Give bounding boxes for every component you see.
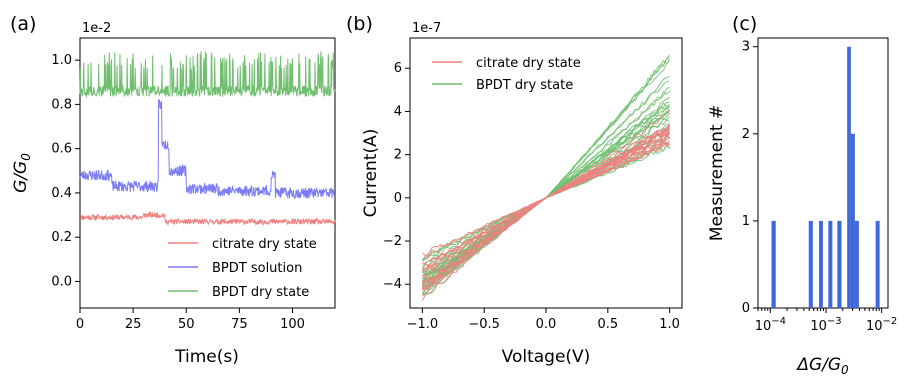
- bars-c: [771, 46, 880, 308]
- legend-a: citrate dry state BPDT solution BPDT dry s…: [168, 237, 317, 300]
- x-tick-label: 1.0: [659, 317, 680, 332]
- series-line-3: [79, 51, 336, 99]
- iv-curve-2: [422, 90, 670, 274]
- y-axis-label-b: Current(A): [361, 129, 381, 218]
- panel-label-a: (a): [10, 13, 36, 35]
- x-tick-label: 0: [76, 317, 84, 332]
- y-ticks-a: 0.0 0.2 0.4 0.6 0.8 1.0: [51, 53, 80, 289]
- panel-a: (a) 1e-2 0 25 50 75 100 0.0 0.2 0.4 0.6 0.8 1.0 T…: [10, 13, 336, 367]
- x-tick-label: 0.0: [536, 317, 557, 332]
- iv-curve-2: [422, 142, 670, 290]
- y-tick-label: 2: [742, 127, 750, 142]
- iv-curve-1: [422, 132, 670, 292]
- plot-frame-c: [757, 37, 889, 309]
- y-ticks-b: −4 −2 0 2 4 6: [383, 61, 410, 292]
- histogram-bar-4: [828, 220, 833, 308]
- legend-entry-2: BPDT dry state: [476, 78, 573, 93]
- y-tick-label: 3: [742, 40, 750, 55]
- x-tick-label: 25: [125, 317, 142, 332]
- iv-curve-2: [421, 142, 671, 295]
- panel-label-b: (b): [346, 13, 373, 35]
- offset-text-b: 1e-7: [412, 21, 441, 36]
- y-tick-label: 0: [394, 191, 402, 206]
- y-tick-label: 1.0: [51, 53, 72, 68]
- y-axis-label-a: G/G0: [11, 153, 33, 193]
- x-tick-label: −1.0: [407, 317, 439, 332]
- iv-curve-1: [422, 110, 670, 276]
- histogram-bar-9: [875, 220, 880, 308]
- y-tick-label: 0.0: [51, 274, 72, 289]
- x-tick-label: 75: [231, 317, 248, 332]
- series-line-2: [79, 98, 336, 200]
- legend-b: citrate dry state BPDT dry state: [432, 56, 581, 93]
- x-ticks-a: 0 25 50 75 100: [76, 308, 305, 332]
- x-axis-label-c: ΔG/G0: [795, 355, 849, 377]
- histogram-bar-7: [850, 133, 855, 308]
- y-tick-label: 0.2: [51, 230, 72, 245]
- histogram-bar-5: [837, 220, 842, 308]
- histogram-bar-8: [854, 220, 859, 308]
- offset-text-a: 1e-2: [82, 21, 111, 36]
- legend-entry-2: BPDT solution: [212, 261, 302, 276]
- legend-entry-1: citrate dry state: [476, 56, 581, 71]
- x-tick-label: 50: [178, 317, 195, 332]
- y-tick-label: −2: [383, 234, 402, 249]
- x-ticks-c: 10−4 10−3 10−2: [755, 308, 897, 334]
- panel-c: (c) 10−4 10−3 10−2 0 1 2 3 ΔG/G0 Measurement …: [707, 13, 897, 377]
- iv-curve-1: [421, 141, 670, 296]
- x-axis-label-a: Time(s): [174, 347, 239, 367]
- x-tick-label: 0.5: [597, 317, 618, 332]
- y-tick-label: 0.6: [51, 142, 72, 157]
- legend-entry-3: BPDT dry state: [212, 285, 309, 300]
- histogram-bar-6: [847, 46, 851, 308]
- x-tick-label: 100: [280, 317, 305, 332]
- y-tick-label: 0.8: [51, 97, 72, 112]
- y-axis-label-c: Measurement #: [707, 105, 727, 241]
- iv-curve-2: [422, 145, 670, 294]
- x-tick-label: 10−3: [810, 316, 841, 334]
- plot-frame-a: [79, 37, 336, 309]
- y-tick-label: 0.4: [51, 186, 72, 201]
- y-ticks-c: 0 1 2 3: [742, 40, 758, 316]
- series-group-b: [421, 54, 671, 301]
- y-tick-label: 2: [394, 148, 402, 163]
- x-ticks-b: −1.0 −0.5 0.0 0.5 1.0: [407, 308, 680, 332]
- histogram-bar-2: [808, 220, 813, 308]
- y-tick-label: 6: [394, 61, 402, 76]
- iv-curve-1: [422, 133, 671, 260]
- series-group-a: [79, 51, 336, 227]
- iv-curve-2: [421, 119, 670, 268]
- y-tick-label: 0: [742, 301, 750, 316]
- y-tick-label: 4: [394, 104, 402, 119]
- x-axis-label-b: Voltage(V): [502, 347, 591, 367]
- x-tick-label: −0.5: [468, 317, 500, 332]
- y-tick-label: 1: [742, 214, 750, 229]
- series-line-1: [79, 210, 336, 227]
- x-tick-label: 10−4: [755, 316, 786, 334]
- panel-b: (b) 1e-7 −1.0 −0.5 0.0 0.5 1.0 −4 −2 0 2 4 6 Volt…: [346, 13, 683, 367]
- x-tick-label: 10−2: [866, 316, 897, 334]
- panel-label-c: (c): [732, 13, 757, 35]
- iv-curve-1: [422, 122, 671, 257]
- histogram-bar-3: [819, 220, 823, 308]
- y-tick-label: −4: [383, 277, 402, 292]
- legend-entry-1: citrate dry state: [212, 237, 317, 252]
- histogram-bar-1: [771, 220, 776, 308]
